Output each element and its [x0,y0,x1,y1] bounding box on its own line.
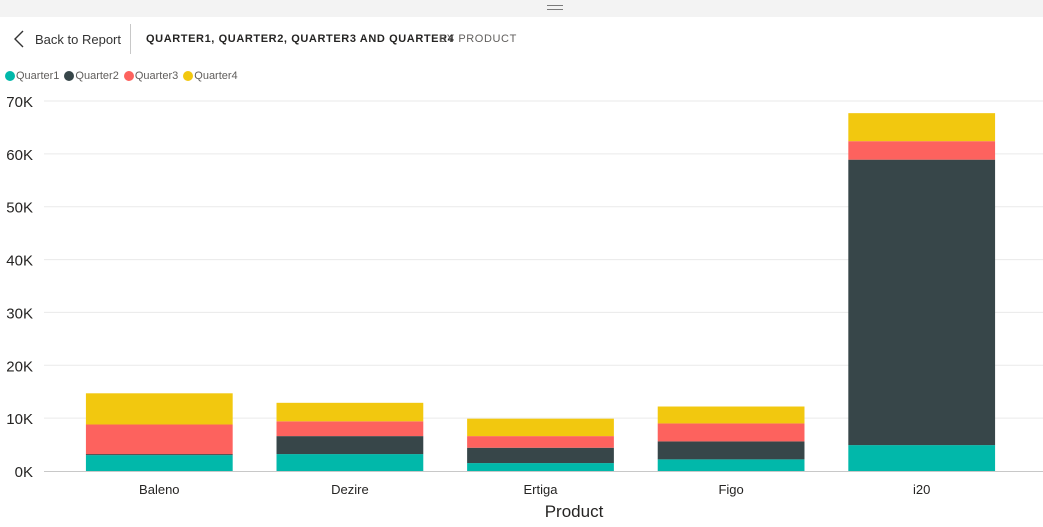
legend-dot-icon [5,71,15,81]
back-to-report-label: Back to Report [35,31,121,47]
x-tick-label: i20 [913,482,930,497]
bar-ertiga-quarter3[interactable] [467,436,614,448]
legend-dot-icon [183,71,194,81]
header-divider [130,24,131,54]
bar-dezire-quarter4[interactable] [276,402,424,422]
bar-i20-quarter4[interactable] [848,113,996,142]
bar-dezire-quarter2[interactable] [276,436,424,455]
bar-ertiga-quarter2[interactable] [467,447,614,464]
bar-figo-quarter4[interactable] [657,406,805,424]
x-tick-label: Ertiga [524,482,559,497]
bar-ertiga-quarter1[interactable] [467,463,614,471]
legend-label: Quarter2 [75,70,119,82]
visual-subtitle: BY PRODUCT [439,33,517,45]
x-tick-label: Figo [718,482,743,497]
legend-label: Quarter3 [134,70,179,82]
legend-label: Quarter4 [194,70,238,82]
y-tick-label: 30K [6,305,33,322]
bar-dezire-quarter3[interactable] [276,421,424,437]
bar-figo-quarter1[interactable] [657,459,805,471]
chart-legend: Quarter1 Quarter2 Quarter3 Quarter4 [5,70,243,82]
y-tick-label: 0K [15,464,33,481]
visual-title: QUARTER1, QUARTER2, QUARTER3 AND QUARTER… [146,33,455,45]
header: Back to Report QUARTER1, QUARTER2, QUART… [0,17,1043,61]
bar-i20-quarter3[interactable] [848,141,996,160]
y-tick-label: 10K [6,411,33,428]
legend-item-quarter2[interactable]: Quarter2 [64,70,119,82]
bar-ertiga-quarter4[interactable] [467,418,614,437]
bar-i20-quarter1[interactable] [848,445,996,471]
legend-dot-icon [123,71,134,81]
y-tick-label: 50K [6,200,33,217]
legend-label: Quarter1 [16,70,60,82]
y-tick-label: 40K [6,253,33,270]
chevron-left-icon [14,30,24,48]
legend-item-quarter4[interactable]: Quarter4 [183,70,238,82]
x-axis-title: Product [545,502,604,521]
y-tick-label: 70K [6,94,33,111]
bar-dezire-quarter1[interactable] [276,454,424,471]
bar-baleno-quarter1[interactable] [85,455,233,471]
bar-baleno-quarter2[interactable] [85,454,233,456]
legend-item-quarter1[interactable]: Quarter1 [5,70,59,82]
y-tick-label: 60K [6,147,33,164]
drag-handle-icon[interactable] [547,5,563,11]
x-tick-label: Dezire [331,482,369,497]
back-to-report-button[interactable]: Back to Report [12,27,121,51]
y-tick-label: 20K [6,358,33,375]
legend-item-quarter3[interactable]: Quarter3 [123,70,179,82]
bar-baleno-quarter3[interactable] [85,424,233,455]
legend-dot-icon [64,71,75,81]
bar-figo-quarter2[interactable] [657,441,805,460]
bar-baleno-quarter4[interactable] [85,393,233,425]
bar-figo-quarter3[interactable] [657,423,805,442]
bar-i20-quarter2[interactable] [848,159,996,446]
top-bar [0,0,1043,17]
x-tick-label: Baleno [139,482,179,497]
